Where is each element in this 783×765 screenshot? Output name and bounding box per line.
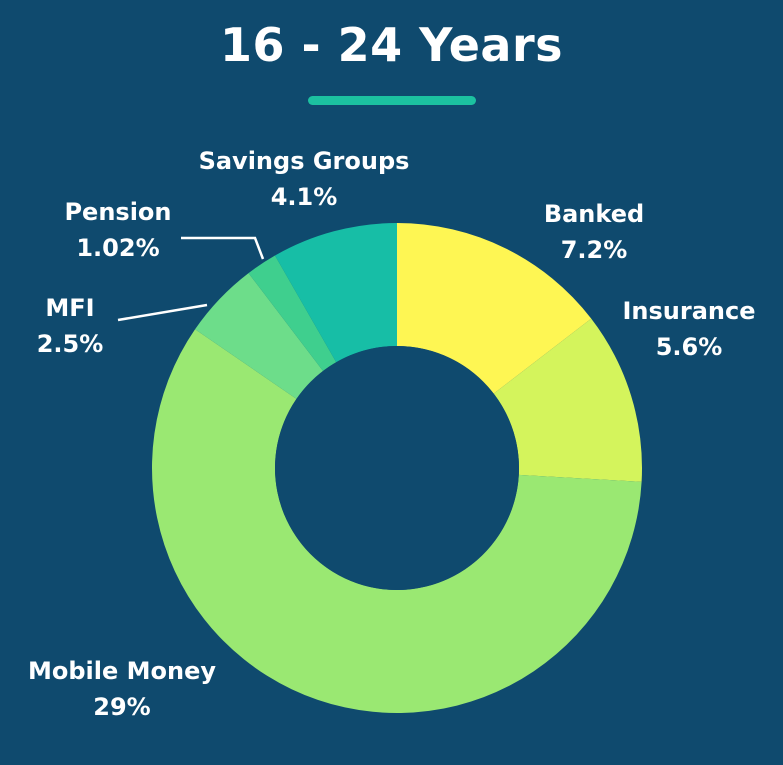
slice-banked (397, 223, 592, 394)
label-banked-name: Banked (543, 200, 645, 228)
slice-mfi (195, 273, 324, 399)
label-mfi: MFI 2.5% (18, 290, 122, 362)
label-savings-groups-value: 4.1% (270, 183, 338, 211)
leader-line-mfi (117, 303, 208, 322)
label-mobile-money: Mobile Money 29% (8, 653, 236, 725)
label-mobile-money-name: Mobile Money (27, 657, 216, 685)
slice-insurance (493, 318, 642, 482)
donut-hole (275, 346, 519, 590)
label-mobile-money-value: 29% (93, 693, 151, 721)
label-insurance-name: Insurance (622, 297, 756, 325)
title-underline (308, 96, 476, 105)
label-banked-value: 7.2% (560, 236, 628, 264)
label-insurance: Insurance 5.6% (608, 293, 770, 365)
slice-pension (248, 255, 337, 371)
label-pension: Pension 1.02% (52, 194, 184, 266)
label-banked: Banked 7.2% (527, 196, 661, 268)
label-mfi-value: 2.5% (36, 330, 104, 358)
label-mfi-name: MFI (45, 294, 95, 322)
chart-title: 16 - 24 Years (219, 18, 564, 72)
label-insurance-value: 5.6% (655, 333, 723, 361)
label-savings-groups: Savings Groups 4.1% (188, 143, 420, 215)
label-savings-groups-name: Savings Groups (198, 147, 410, 175)
label-pension-name: Pension (64, 198, 172, 226)
slice-mobile-money (151, 329, 642, 713)
label-pension-value: 1.02% (76, 234, 160, 262)
slice-savings-groups (274, 223, 397, 363)
leader-line-pension (181, 236, 265, 260)
